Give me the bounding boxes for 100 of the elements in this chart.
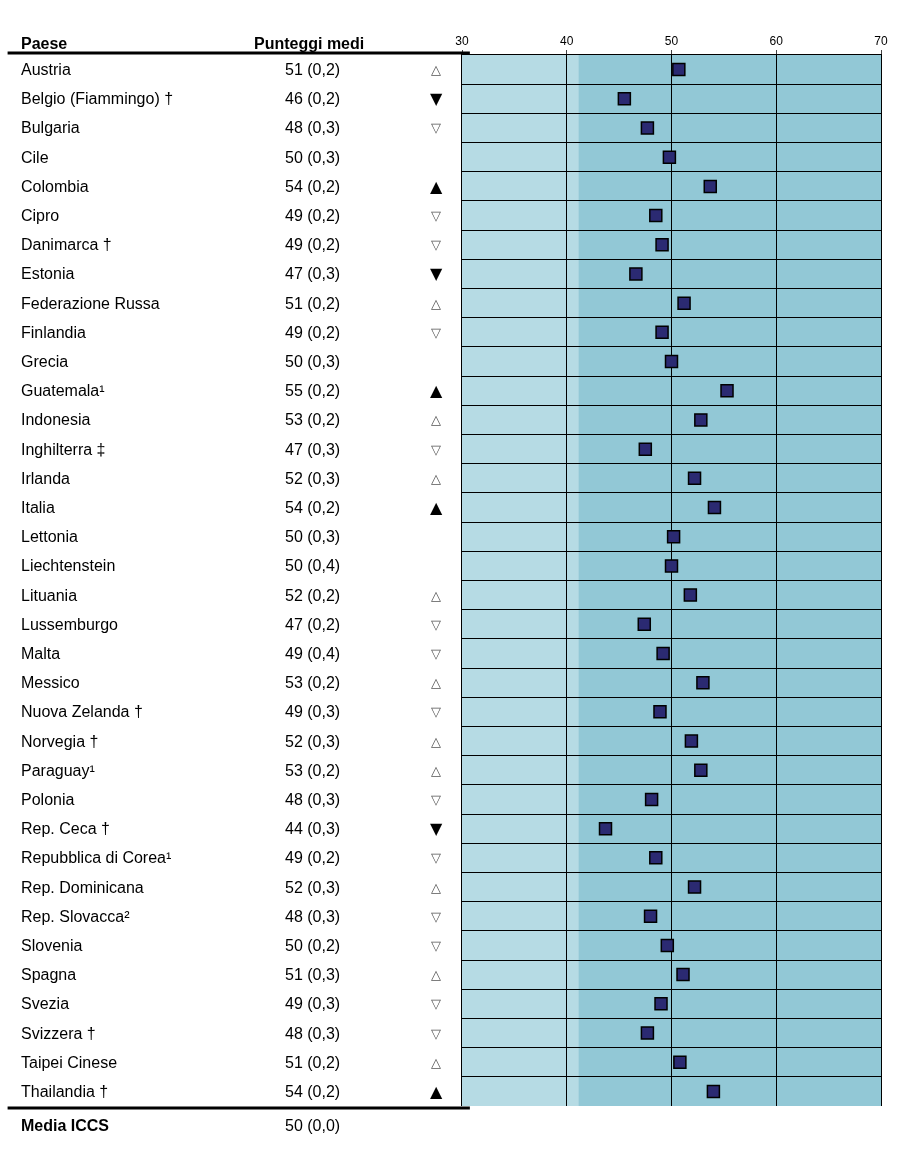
data-label: 51 (0,2) xyxy=(285,295,341,312)
text: △ xyxy=(431,296,441,311)
data-label: 55 (0,2) xyxy=(285,382,341,399)
data-label: 51 (0,2) xyxy=(285,61,341,78)
y-tick-label: Messico xyxy=(21,674,80,691)
x2-tick-label: 60 xyxy=(769,34,784,49)
y-tick-label: Polonia xyxy=(21,791,75,808)
data-label: 54 (0,2) xyxy=(285,178,341,195)
x2-tick-label: 70 xyxy=(874,34,888,49)
y-tick-label: Thailandia † xyxy=(21,1083,109,1100)
y-tick-label: Malta xyxy=(21,645,61,662)
y-tick-label: Grecia xyxy=(21,353,69,370)
data-label: 44 (0,3) xyxy=(285,820,341,837)
x2-tick-label: 30 xyxy=(455,34,469,49)
data-label: 48 (0,3) xyxy=(285,791,341,808)
y-tick-label: Guatemala¹ xyxy=(21,382,105,399)
y-tick-label: Danimarca † xyxy=(21,236,112,253)
data-label: 47 (0,3) xyxy=(285,265,341,282)
y-tick-label: Lettonia xyxy=(21,528,79,545)
y-tick-label: Repubblica di Corea¹ xyxy=(21,849,172,866)
data-label: 51 (0,3) xyxy=(285,966,341,983)
data-label: 47 (0,2) xyxy=(285,616,341,633)
text: △ xyxy=(431,62,441,77)
text: ▽ xyxy=(431,208,441,223)
y-tick-label: Irlanda xyxy=(21,470,71,487)
data-label: 50 (0,3) xyxy=(285,149,341,166)
data-label: 46 (0,2) xyxy=(285,90,341,107)
y-tick-label: Federazione Russa xyxy=(21,295,160,312)
y-tick-label: Svezia xyxy=(21,995,70,1012)
data-label: 49 (0,2) xyxy=(285,236,341,253)
data-label: 49 (0,2) xyxy=(285,207,341,224)
text: △ xyxy=(431,675,441,690)
data-label: 54 (0,2) xyxy=(285,499,341,516)
text: △ xyxy=(431,471,441,486)
text: ▼ xyxy=(430,264,443,283)
text: ▽ xyxy=(431,617,441,632)
text: ▽ xyxy=(431,996,441,1011)
data-label: 51 (0,2) xyxy=(285,1054,341,1071)
text: △ xyxy=(431,1055,441,1070)
y-tick-label: Rep. Dominicana xyxy=(21,879,144,896)
text: ▽ xyxy=(431,120,441,135)
y-tick-label: Paraguay¹ xyxy=(21,762,95,779)
data-label: 52 (0,3) xyxy=(285,879,341,896)
data-label: 48 (0,3) xyxy=(285,119,341,136)
y-tick-label: Svizzera † xyxy=(21,1025,96,1042)
y-tick-label: Spagna xyxy=(21,966,77,983)
y-tick-label: Lituania xyxy=(21,587,78,604)
data-label: 52 (0,3) xyxy=(285,733,341,750)
text: ▽ xyxy=(431,938,441,953)
data-label: 47 (0,3) xyxy=(285,441,341,458)
text: △ xyxy=(431,967,441,982)
x2-tick-label: 40 xyxy=(560,34,574,49)
data-label: 49 (0,3) xyxy=(285,703,341,720)
data-label: 49 (0,2) xyxy=(285,849,341,866)
y-tick-label: Italia xyxy=(21,499,55,516)
data-label: 52 (0,3) xyxy=(285,470,341,487)
data-label: 54 (0,2) xyxy=(285,1083,341,1100)
text: ▲ xyxy=(430,381,443,400)
text: △ xyxy=(431,734,441,749)
y-tick-label: Norvegia † xyxy=(21,733,99,750)
text: ▽ xyxy=(431,442,441,457)
text: ▽ xyxy=(431,850,441,865)
y-tick-label: Colombia xyxy=(21,178,89,195)
data-label: 53 (0,2) xyxy=(285,411,341,428)
data-label: 49 (0,2) xyxy=(285,324,341,341)
text: ▽ xyxy=(431,792,441,807)
text: 50 (0,0) xyxy=(285,1117,341,1134)
text: ▽ xyxy=(431,1026,441,1041)
text: △ xyxy=(431,880,441,895)
data-label: 50 (0,4) xyxy=(285,557,341,574)
data-label: 48 (0,3) xyxy=(285,908,341,925)
data-label: 49 (0,4) xyxy=(285,645,341,662)
text: △ xyxy=(431,412,441,427)
text: ▽ xyxy=(431,325,441,340)
y-tick-label: Nuova Zelanda † xyxy=(21,703,143,720)
y-tick-label: Taipei Cinese xyxy=(21,1054,118,1071)
text: ▲ xyxy=(430,1082,443,1101)
text: ▽ xyxy=(431,704,441,719)
data-label: 53 (0,2) xyxy=(285,674,341,691)
y-tick-label: Rep. Slovacca² xyxy=(21,908,131,925)
y-tick-label: Rep. Ceca † xyxy=(21,820,110,837)
y-tick-label: Belgio (Fiammingo) † xyxy=(21,90,174,107)
y-tick-label: Estonia xyxy=(21,265,75,282)
text: △ xyxy=(431,588,441,603)
text: ▼ xyxy=(430,819,443,838)
text: ▽ xyxy=(431,909,441,924)
text: Punteggi medi xyxy=(254,35,365,52)
y-tick-label: Cipro xyxy=(21,207,60,224)
y-tick-label: Liechtenstein xyxy=(21,557,116,574)
text: ▽ xyxy=(431,646,441,661)
data-label: 48 (0,3) xyxy=(285,1025,341,1042)
y-tick-label: Inghilterra ‡ xyxy=(21,441,106,458)
text: ▲ xyxy=(430,177,443,196)
text: △ xyxy=(431,763,441,778)
y-tick-label: Indonesia xyxy=(21,411,91,428)
data-label: 50 (0,3) xyxy=(285,353,341,370)
data-label: 50 (0,3) xyxy=(285,528,341,545)
text: Paese xyxy=(21,35,68,52)
text: Media ICCS xyxy=(21,1117,110,1134)
y-tick-label: Lussemburgo xyxy=(21,616,119,633)
